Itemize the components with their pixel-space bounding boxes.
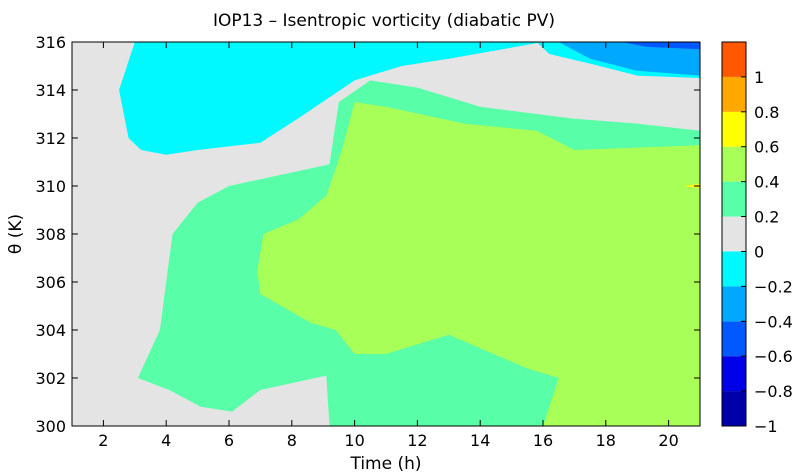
colorbar-segment-0 <box>722 391 746 426</box>
x-tick-label: 8 <box>287 431 297 450</box>
chart-title: IOP13 – Isentropic vorticity (diabatic P… <box>213 11 555 31</box>
colorbar-segment-8 <box>722 111 746 147</box>
colorbar-tick-label: 0 <box>754 242 764 261</box>
colorbar-segment-6 <box>722 181 746 217</box>
colorbar-tick-label: 0.6 <box>754 138 779 157</box>
colorbar-tick-label: −0.2 <box>754 277 793 296</box>
x-axis: 2 4 6 8 10 12 14 16 18 20 <box>98 42 679 450</box>
colorbar-segment-3 <box>722 286 746 322</box>
contour-region-6 <box>257 102 700 426</box>
x-tick-label: 20 <box>658 431 678 450</box>
colorbar-tick-label: 0.4 <box>754 173 779 192</box>
colorbar-segment-10 <box>722 42 746 77</box>
y-axis-label: θ (K) <box>6 214 26 254</box>
colorbar-frame <box>721 41 747 427</box>
colorbar-segment-1 <box>722 356 746 392</box>
y-axis: 300 302 304 306 308 310 312 314 316 <box>35 33 700 436</box>
x-tick-label: 2 <box>98 431 108 450</box>
colorbar-axis: 1 0.8 0.6 0.4 0.2 0 −0.2 −0.4 −0.6 −0.8 −1 <box>741 68 793 436</box>
x-tick-label: 16 <box>533 431 553 450</box>
colorbar-tick-label: −0.4 <box>754 312 793 331</box>
x-tick-label: 6 <box>224 431 234 450</box>
y-tick-label: 310 <box>35 177 66 196</box>
x-tick-label: 14 <box>470 431 490 450</box>
x-axis-label: Time (h) <box>349 454 421 474</box>
x-tick-label: 12 <box>407 431 427 450</box>
colorbar-segment-5 <box>722 216 746 252</box>
colorbar-segment-4 <box>722 251 746 287</box>
colorbar-tick-label: 0.8 <box>754 103 779 122</box>
plot-area <box>72 42 700 427</box>
contour-region-3 <box>558 42 700 76</box>
colorbar <box>722 42 746 426</box>
colorbar-tick-label: −0.6 <box>754 347 793 366</box>
y-tick-label: 312 <box>35 129 66 148</box>
x-tick-label: 4 <box>161 431 171 450</box>
y-tick-label: 302 <box>35 369 66 388</box>
colorbar-tick-label: −0.8 <box>754 382 793 401</box>
y-tick-label: 304 <box>35 321 66 340</box>
y-tick-label: 300 <box>35 417 66 436</box>
y-tick-label: 308 <box>35 225 66 244</box>
colorbar-tick-label: 1 <box>754 68 764 87</box>
contour-region-1 <box>119 42 543 155</box>
contour-region-4 <box>621 42 700 50</box>
y-tick-label: 306 <box>35 273 66 292</box>
y-tick-label: 316 <box>35 33 66 52</box>
colorbar-tick-label: −1 <box>754 417 778 436</box>
y-tick-label: 314 <box>35 81 66 100</box>
x-tick-label: 18 <box>596 431 616 450</box>
contour-region-7 <box>684 183 700 189</box>
colorbar-segment-2 <box>722 321 746 357</box>
colorbar-tick-label: 0.2 <box>754 208 779 227</box>
colorbar-segment-7 <box>722 146 746 182</box>
x-tick-label: 10 <box>344 431 364 450</box>
colorbar-segment-9 <box>722 76 746 112</box>
